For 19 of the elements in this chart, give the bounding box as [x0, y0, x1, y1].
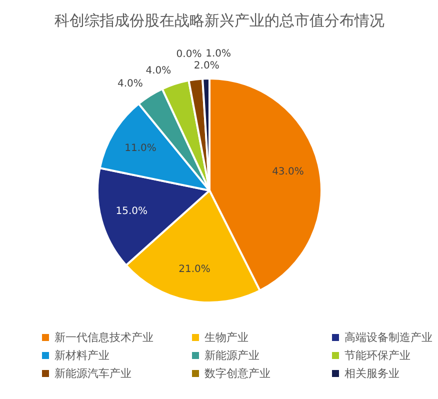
data-label: 1.0%	[206, 48, 232, 60]
data-label: 4.0%	[117, 78, 143, 90]
data-label: 11.0%	[124, 143, 156, 154]
legend-label: 生物产业	[204, 331, 248, 344]
legend-label: 节能环保产业	[344, 349, 410, 362]
legend-label: 新能源产业	[204, 349, 260, 362]
data-label: 15.0%	[116, 206, 148, 218]
legend-label: 高端设备制造产业	[344, 331, 432, 344]
chart-title: 科创综指成份股在战略新兴产业的总市值分布情况	[54, 12, 384, 30]
text: 0.0%	[176, 48, 202, 60]
legend-label: 数字创意产业	[204, 367, 270, 380]
legend-label: 新能源汽车产业	[54, 367, 132, 380]
legend-label: 相关服务业	[344, 367, 400, 380]
data-label: 2.0%	[194, 60, 220, 72]
legend-label: 新材料产业	[54, 349, 110, 362]
data-label: 4.0%	[146, 66, 172, 77]
data-label: 43.0%	[272, 166, 304, 178]
data-label: 21.0%	[178, 264, 210, 276]
legend-label: 新一代信息技术产业	[54, 331, 154, 344]
